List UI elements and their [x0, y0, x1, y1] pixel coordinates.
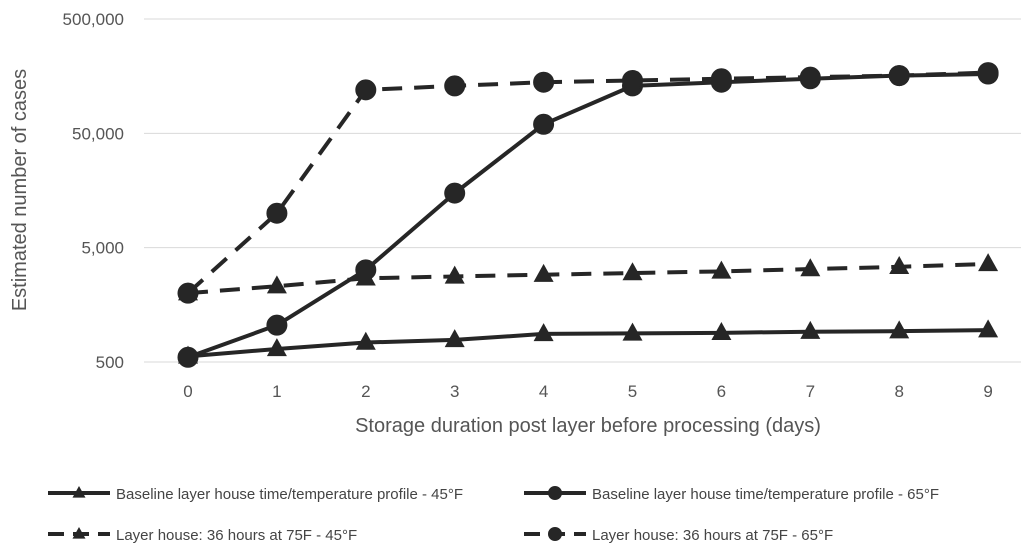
data-point	[355, 331, 376, 350]
x-axis-title: Storage duration post layer before proce…	[355, 415, 821, 437]
data-point	[266, 314, 288, 336]
x-tick-label: 9	[983, 382, 992, 401]
data-point	[799, 66, 821, 88]
legend-label: Baseline layer house time/temperature pr…	[116, 486, 463, 503]
x-tick-label: 0	[183, 382, 192, 401]
data-point	[889, 320, 910, 339]
y-axis-title: Estimated number of cases	[9, 69, 31, 311]
legend-item: Layer house: 36 hours at 75F - 65°F	[524, 527, 833, 544]
x-tick-label: 2	[361, 382, 370, 401]
data-point	[266, 338, 287, 357]
data-point	[177, 282, 199, 304]
x-tick-label: 6	[717, 382, 726, 401]
series-4	[177, 62, 999, 304]
x-tick-label: 4	[539, 382, 548, 401]
data-point	[444, 265, 465, 284]
data-point	[533, 71, 555, 93]
legend-marker	[548, 527, 562, 541]
data-point	[889, 256, 910, 275]
legend-item: Baseline layer house time/temperature pr…	[524, 486, 939, 503]
data-point	[977, 62, 999, 84]
data-point	[978, 253, 999, 272]
data-point	[622, 322, 643, 341]
data-point	[533, 263, 554, 282]
data-point	[978, 319, 999, 338]
series-layer	[177, 62, 999, 368]
y-axis: 500 5,000 50,000 500,000	[63, 10, 124, 372]
legend-label: Layer house: 36 hours at 75F - 65°F	[592, 527, 833, 544]
y-tick-label: 5,000	[81, 239, 124, 258]
data-point	[266, 275, 287, 294]
legend: Baseline layer house time/temperature pr…	[48, 485, 939, 544]
x-tick-label: 5	[628, 382, 637, 401]
data-point	[266, 202, 288, 224]
gridlines	[144, 18, 1021, 363]
series-1	[178, 319, 999, 364]
legend-item: Baseline layer house time/temperature pr…	[48, 485, 463, 503]
series-line	[187, 261, 989, 296]
data-point	[444, 329, 465, 348]
legend-marker	[72, 485, 86, 498]
x-tick-label: 8	[894, 382, 903, 401]
data-point	[800, 258, 821, 277]
series-2	[177, 63, 999, 368]
data-point	[800, 320, 821, 339]
data-point	[710, 68, 732, 90]
data-point	[444, 75, 466, 97]
legend-label: Layer house: 36 hours at 75F - 45°F	[116, 527, 357, 544]
legend-label: Baseline layer house time/temperature pr…	[592, 486, 939, 503]
y-tick-label: 500,000	[63, 10, 124, 29]
data-point	[711, 322, 732, 341]
data-point	[533, 113, 555, 135]
data-point	[533, 323, 554, 342]
data-point	[711, 260, 732, 279]
x-tick-label: 1	[272, 382, 281, 401]
y-tick-label: 50,000	[72, 124, 124, 143]
legend-marker	[548, 486, 562, 500]
series-line	[186, 70, 989, 295]
series-line	[187, 72, 989, 360]
legend-marker	[72, 526, 86, 539]
data-point	[177, 346, 199, 368]
data-point	[888, 65, 910, 87]
data-point	[622, 69, 643, 91]
x-tick-label: 3	[450, 382, 459, 401]
x-tick-label: 7	[806, 382, 815, 401]
data-point	[355, 267, 376, 286]
x-axis: 0 1 2 3 4 5 6 7 8 9	[183, 382, 993, 401]
series-3	[178, 253, 999, 301]
legend-item: Layer house: 36 hours at 75F - 45°F	[48, 526, 357, 544]
data-point	[622, 262, 643, 281]
y-tick-label: 500	[96, 353, 124, 372]
data-point	[355, 79, 377, 101]
data-point	[444, 182, 466, 204]
series-line	[187, 328, 989, 359]
